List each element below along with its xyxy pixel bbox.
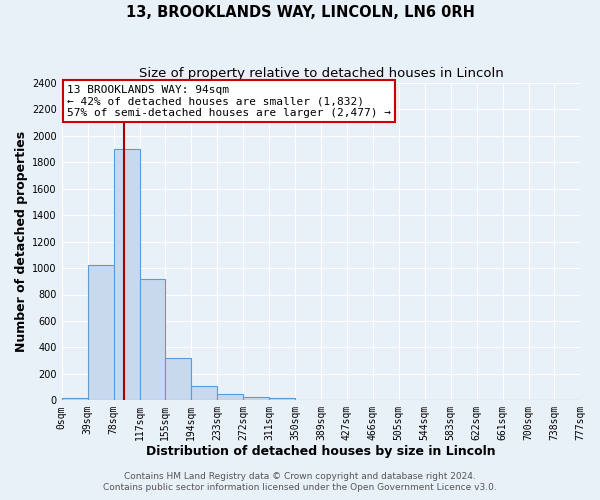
Text: 13, BROOKLANDS WAY, LINCOLN, LN6 0RH: 13, BROOKLANDS WAY, LINCOLN, LN6 0RH [125,5,475,20]
Text: Contains HM Land Registry data © Crown copyright and database right 2024.
Contai: Contains HM Land Registry data © Crown c… [103,472,497,492]
Bar [269,398,295,400]
Y-axis label: Number of detached properties: Number of detached properties [15,131,28,352]
Title: Size of property relative to detached houses in Lincoln: Size of property relative to detached ho… [139,68,503,80]
X-axis label: Distribution of detached houses by size in Lincoln: Distribution of detached houses by size … [146,444,496,458]
Bar [140,278,165,400]
Bar [243,397,269,400]
Bar [165,358,191,400]
Text: 13 BROOKLANDS WAY: 94sqm
← 42% of detached houses are smaller (1,832)
57% of sem: 13 BROOKLANDS WAY: 94sqm ← 42% of detach… [67,84,391,118]
Bar [62,398,88,400]
Bar [191,386,217,400]
Bar [88,266,114,400]
Bar [114,149,140,400]
Bar [217,394,243,400]
